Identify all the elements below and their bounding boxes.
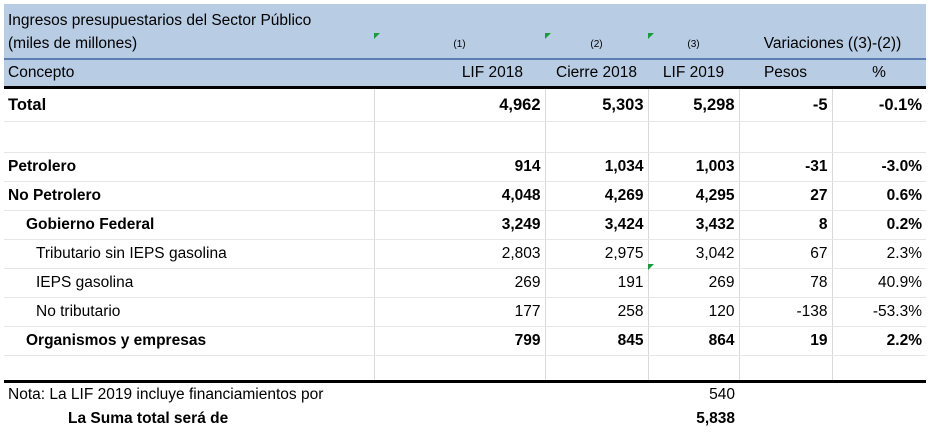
cell-pesos: -31: [739, 152, 833, 182]
cell-cierre2018: 1,034: [545, 152, 649, 182]
row-label: Organismos y empresas: [4, 326, 375, 356]
table-row-ieps-gasolina: IEPS gasolina 269 191 269 78 40.9%: [4, 268, 926, 298]
header-row-title: Ingresos presupuestarios del Sector Públ…: [4, 4, 926, 30]
blank-row: [4, 121, 926, 153]
cell-cierre2018: 258: [545, 297, 649, 327]
cell-pesos: 27: [739, 181, 833, 211]
cell-pct: -53.3%: [832, 297, 926, 327]
cell-pesos: 8: [739, 210, 833, 240]
cell-lif2019: 1,003: [648, 152, 740, 182]
cell-lif2019: 864: [648, 326, 740, 356]
cell-lif2018: 914: [374, 152, 546, 182]
variaciones-header: Variaciones ((3)-(2)): [739, 30, 926, 60]
cell-cierre2018: 191: [545, 268, 649, 298]
cell-lif2018: 4,962: [374, 87, 546, 122]
cell-lif2019: 4,295: [648, 181, 740, 211]
nota-value: 540: [709, 386, 735, 403]
cell-lif2018: 3,249: [374, 210, 546, 240]
comment-indicator-icon[interactable]: [648, 33, 654, 39]
cell-cierre2018: 845: [545, 326, 649, 356]
table-row-tributario: Tributario sin IEPS gasolina 2,803 2,975…: [4, 239, 926, 269]
cell-pct: -3.0%: [832, 152, 926, 182]
row-label: IEPS gasolina: [4, 268, 375, 298]
col-header-lif2018: LIF 2018: [374, 58, 545, 89]
suma-value: 5,838: [696, 410, 735, 427]
cell-pesos: -5: [739, 87, 833, 122]
table-row-petrolero: Petrolero 914 1,034 1,003 -31 -3.0%: [4, 152, 926, 182]
suma-label: La Suma total será de: [68, 410, 229, 427]
col-header-lif2019: LIF 2019: [648, 58, 739, 89]
cell-lif2019: 3,432: [648, 210, 740, 240]
cell-pct: -0.1%: [832, 87, 926, 122]
comment-indicator-icon[interactable]: [374, 33, 380, 39]
cell-lif2019: 120: [648, 297, 740, 327]
cell-pesos: -138: [739, 297, 833, 327]
column-header-row: Concepto LIF 2018 Cierre 2018 LIF 2019 P…: [4, 58, 926, 89]
cell-pesos: 19: [739, 326, 833, 356]
blank-row: [4, 355, 926, 383]
cell-pct: 40.9%: [832, 268, 926, 298]
comment-indicator-icon[interactable]: [545, 33, 551, 39]
header-row-subtitle: (miles de millones) (1) (2) (3) Variacio…: [4, 30, 926, 60]
col-header-concepto: Concepto: [4, 58, 374, 89]
note-1: (1): [374, 30, 545, 59]
footer-row-suma: La Suma total será de 5,838: [4, 407, 926, 431]
note-3: (3): [648, 30, 739, 59]
note-2: (2): [545, 30, 648, 59]
col-header-pct: %: [832, 58, 926, 89]
table-row-total: Total 4,962 5,303 5,298 -5 -0.1%: [4, 87, 926, 122]
cell-lif2018: 269: [374, 268, 546, 298]
cell-cierre2018: 5,303: [545, 87, 649, 122]
cell-pct: 0.6%: [832, 181, 926, 211]
row-label: No tributario: [4, 297, 375, 327]
cell-lif2018: 4,048: [374, 181, 546, 211]
cell-pct: 0.2%: [832, 210, 926, 240]
col-header-cierre2018: Cierre 2018: [545, 58, 648, 89]
cell-lif2019: 3,042: [648, 239, 740, 269]
comment-indicator-icon[interactable]: [648, 264, 654, 270]
table-row-no-petrolero: No Petrolero 4,048 4,269 4,295 27 0.6%: [4, 181, 926, 211]
row-label: Petrolero: [4, 152, 375, 182]
row-label: Tributario sin IEPS gasolina: [4, 239, 375, 269]
row-label: Gobierno Federal: [4, 210, 375, 240]
cell-lif2019: 269: [648, 268, 740, 298]
cell-pct: 2.3%: [832, 239, 926, 269]
col-header-pesos: Pesos: [739, 58, 832, 89]
cell-lif2019: 5,298: [648, 87, 740, 122]
cell-cierre2018: 3,424: [545, 210, 649, 240]
table-row-organismos: Organismos y empresas 799 845 864 19 2.2…: [4, 326, 926, 356]
cell-lif2018: 177: [374, 297, 546, 327]
cell-cierre2018: 4,269: [545, 181, 649, 211]
footer-row-nota: Nota: La LIF 2019 incluye financiamiento…: [4, 382, 926, 408]
table-title: Ingresos presupuestarios del Sector Públ…: [4, 4, 374, 30]
income-table: Ingresos presupuestarios del Sector Públ…: [4, 4, 926, 431]
cell-cierre2018: 2,975: [545, 239, 649, 269]
cell-lif2018: 799: [374, 326, 546, 356]
table-row-no-tributario: No tributario 177 258 120 -138 -53.3%: [4, 297, 926, 327]
row-label: No Petrolero: [4, 181, 375, 211]
cell-pct: 2.2%: [832, 326, 926, 356]
cell-lif2018: 2,803: [374, 239, 546, 269]
nota-label: Nota: La LIF 2019 incluye financiamiento…: [8, 386, 324, 403]
cell-pesos: 78: [739, 268, 833, 298]
table-subtitle: (miles de millones): [4, 30, 374, 59]
cell-pesos: 67: [739, 239, 833, 269]
row-label: Total: [4, 87, 375, 122]
table-row-gobierno-federal: Gobierno Federal 3,249 3,424 3,432 8 0.2…: [4, 210, 926, 240]
